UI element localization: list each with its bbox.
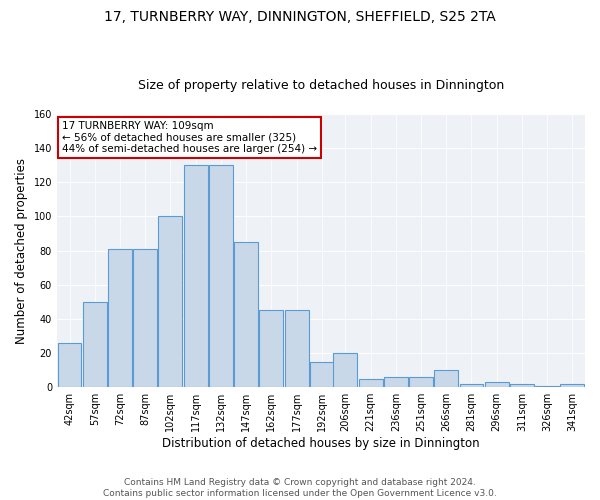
Bar	[209, 165, 233, 387]
Bar	[485, 382, 509, 387]
Bar	[133, 249, 157, 387]
Bar	[334, 353, 357, 387]
Text: Contains HM Land Registry data © Crown copyright and database right 2024.
Contai: Contains HM Land Registry data © Crown c…	[103, 478, 497, 498]
Bar	[108, 249, 132, 387]
Bar	[58, 343, 82, 387]
Bar	[359, 378, 383, 387]
Bar	[510, 384, 534, 387]
Bar	[83, 302, 107, 387]
Bar	[158, 216, 182, 387]
Bar	[184, 165, 208, 387]
Bar	[535, 386, 559, 387]
Bar	[434, 370, 458, 387]
Title: Size of property relative to detached houses in Dinnington: Size of property relative to detached ho…	[138, 79, 504, 92]
Bar	[234, 242, 258, 387]
Bar	[409, 377, 433, 387]
Bar	[560, 384, 584, 387]
Bar	[310, 362, 334, 387]
X-axis label: Distribution of detached houses by size in Dinnington: Distribution of detached houses by size …	[162, 437, 480, 450]
Bar	[460, 384, 484, 387]
Y-axis label: Number of detached properties: Number of detached properties	[15, 158, 28, 344]
Bar	[259, 310, 283, 387]
Bar	[384, 377, 408, 387]
Text: 17 TURNBERRY WAY: 109sqm
← 56% of detached houses are smaller (325)
44% of semi-: 17 TURNBERRY WAY: 109sqm ← 56% of detach…	[62, 121, 317, 154]
Text: 17, TURNBERRY WAY, DINNINGTON, SHEFFIELD, S25 2TA: 17, TURNBERRY WAY, DINNINGTON, SHEFFIELD…	[104, 10, 496, 24]
Bar	[284, 310, 308, 387]
